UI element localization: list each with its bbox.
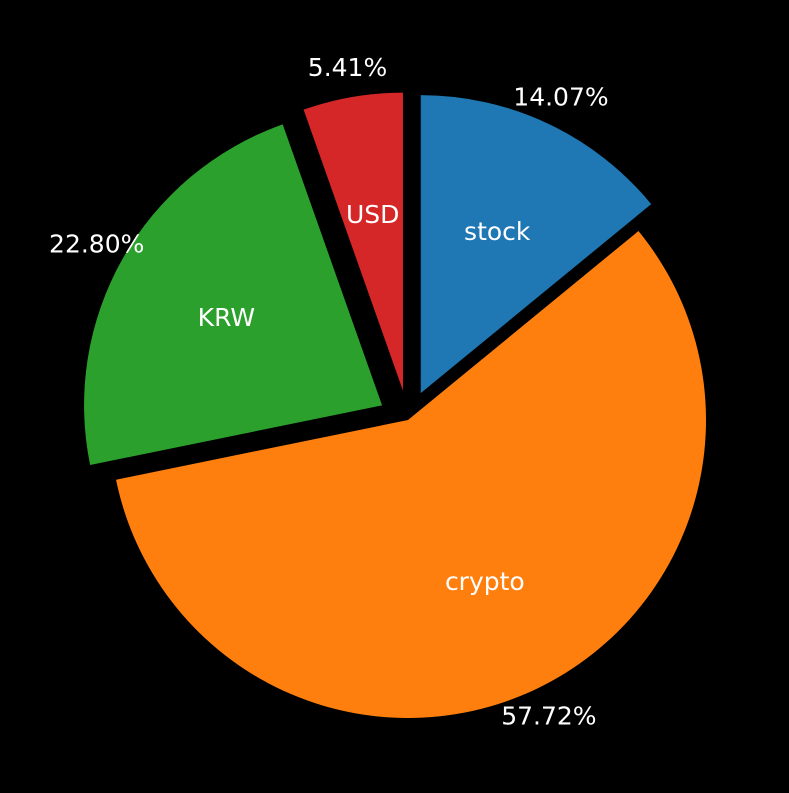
pie-slice-usd — [303, 92, 403, 391]
pct-label-usd: 5.41% — [308, 53, 387, 82]
pct-label-krw: 22.80% — [49, 229, 144, 258]
pie-slice-crypto — [116, 231, 706, 718]
pie-labels: stock 14.07% crypto 57.72% KRW 22.80% USD 5.41% — [49, 53, 609, 730]
slice-label-stock: stock — [464, 217, 531, 246]
pie-slice-krw — [84, 124, 383, 466]
slice-label-crypto: crypto — [445, 567, 525, 596]
slice-label-krw: KRW — [198, 303, 255, 332]
pct-label-stock: 14.07% — [513, 82, 608, 111]
pie-slice-stock — [420, 95, 652, 394]
pct-label-crypto: 57.72% — [501, 701, 596, 730]
slice-label-usd: USD — [346, 200, 399, 229]
pie-slices — [84, 92, 706, 718]
